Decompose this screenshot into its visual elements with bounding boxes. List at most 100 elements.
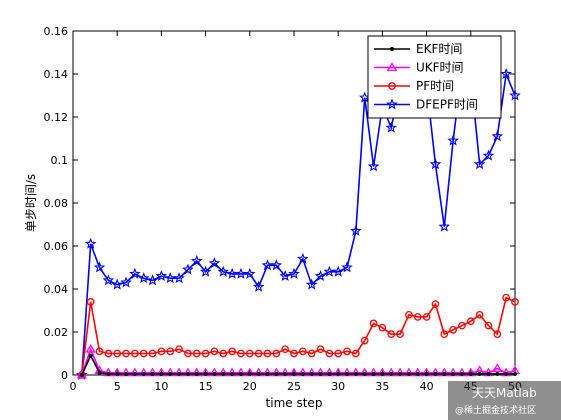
data-point xyxy=(270,259,283,271)
data-point xyxy=(199,265,212,277)
data-point xyxy=(475,310,484,319)
data-point xyxy=(344,371,350,377)
data-point xyxy=(115,371,120,377)
legend: EKF时间 UKF时间 PF时间 DFEPF时间 xyxy=(367,35,502,119)
data-point xyxy=(440,330,449,338)
data-point xyxy=(141,371,146,377)
data-point xyxy=(85,343,96,353)
data-point xyxy=(228,347,236,356)
data-point xyxy=(495,371,500,377)
data-point xyxy=(261,259,274,271)
data-point xyxy=(371,371,376,377)
data-point xyxy=(473,158,486,170)
data-point xyxy=(111,278,123,290)
data-point xyxy=(252,280,265,292)
data-point xyxy=(194,371,199,377)
data-point xyxy=(493,330,502,338)
data-point xyxy=(244,267,256,279)
data-point xyxy=(468,371,473,377)
y-tick-label: 0.08 xyxy=(44,197,69,210)
data-point xyxy=(208,257,221,269)
data-point xyxy=(387,330,396,338)
data-point xyxy=(389,371,394,377)
data-point xyxy=(325,349,334,358)
data-point xyxy=(148,349,157,358)
data-point xyxy=(137,272,150,284)
data-point xyxy=(396,330,404,338)
data-point xyxy=(447,134,459,146)
data-point xyxy=(173,272,185,284)
data-point xyxy=(504,371,509,377)
data-point xyxy=(182,263,194,275)
data-point xyxy=(316,345,325,354)
data-point xyxy=(129,267,141,279)
data-point xyxy=(405,310,413,319)
data-point xyxy=(429,158,442,170)
legend-label: PF时间 xyxy=(416,79,454,93)
data-point xyxy=(132,371,137,377)
data-point xyxy=(210,347,219,356)
data-point xyxy=(486,371,491,377)
data-point xyxy=(84,237,97,249)
data-point xyxy=(431,300,440,308)
data-point xyxy=(406,371,412,377)
data-point xyxy=(511,298,519,306)
data-point xyxy=(131,349,139,358)
data-point xyxy=(298,347,307,356)
data-point xyxy=(272,349,281,358)
legend-label: DFEPF时间 xyxy=(416,98,478,112)
legend-entry: DFEPF时间 xyxy=(374,98,478,112)
legend-entry: PF时间 xyxy=(374,79,454,93)
data-point xyxy=(226,267,238,279)
data-point xyxy=(247,371,252,377)
data-point xyxy=(245,349,254,358)
data-point xyxy=(157,347,166,356)
data-point xyxy=(95,347,104,356)
data-point xyxy=(352,349,360,358)
series-2 xyxy=(77,293,519,379)
data-point xyxy=(477,371,482,377)
data-point xyxy=(323,265,336,277)
series-line xyxy=(81,68,516,376)
data-point xyxy=(492,363,503,373)
legend-marker xyxy=(388,82,396,90)
data-point xyxy=(500,67,512,79)
y-tick-label: 0 xyxy=(61,369,68,382)
series-3 xyxy=(76,63,521,380)
data-point xyxy=(369,319,378,328)
data-point xyxy=(491,130,504,142)
data-point xyxy=(305,278,318,290)
x-tick-label: 40 xyxy=(420,380,434,393)
data-point xyxy=(334,349,343,358)
x-tick-label: 25 xyxy=(287,380,301,393)
data-point xyxy=(397,371,403,377)
data-point xyxy=(150,371,155,377)
data-point xyxy=(466,317,475,326)
data-point xyxy=(353,371,358,377)
legend-entry: EKF时间 xyxy=(374,42,462,56)
data-point xyxy=(146,274,159,286)
series-line xyxy=(81,296,516,376)
data-point xyxy=(201,349,210,358)
watermark: 天天Matlab @稀土掘金技术社区 xyxy=(448,381,561,420)
data-point xyxy=(327,371,332,377)
data-point xyxy=(139,349,148,358)
watermark-title: 天天Matlab xyxy=(472,386,537,400)
data-point xyxy=(367,160,380,172)
data-point xyxy=(79,372,84,378)
data-point xyxy=(336,371,341,377)
data-point xyxy=(279,270,291,282)
data-point xyxy=(350,224,362,236)
data-point xyxy=(217,265,230,277)
data-point xyxy=(97,370,102,375)
data-point xyxy=(123,371,129,377)
data-point xyxy=(155,270,168,282)
data-point xyxy=(221,371,226,377)
data-point xyxy=(281,345,290,354)
data-point xyxy=(451,371,456,377)
data-point xyxy=(237,349,245,358)
data-point xyxy=(263,349,272,358)
data-point xyxy=(300,371,305,377)
data-point xyxy=(290,349,298,358)
x-tick-label: 0 xyxy=(70,380,77,393)
